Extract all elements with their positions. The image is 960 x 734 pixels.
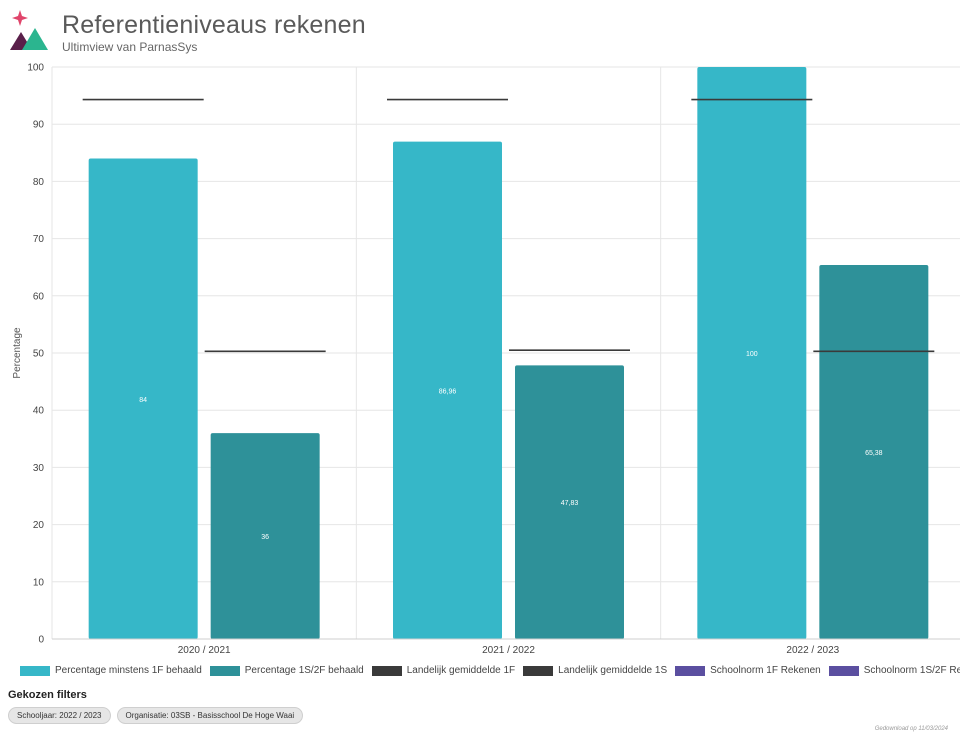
filters-title: Gekozen filters <box>8 689 87 701</box>
filter-chip-schooljaar[interactable]: Schooljaar: 2022 / 2023 <box>8 707 111 724</box>
legend-swatch <box>371 665 402 676</box>
y-tick-label: 90 <box>33 120 45 131</box>
chart-legend: Percentage minstens 1F behaald Percentage… <box>20 665 960 676</box>
bar-data-label: 86,96 <box>439 388 457 395</box>
parnassys-logo-icon <box>10 10 48 50</box>
y-tick-label: 80 <box>33 177 45 188</box>
x-tick-label: 2021 / 2022 <box>482 645 535 656</box>
legend-swatch <box>209 665 240 676</box>
legend-label: Percentage 1S/2F behaald <box>244 665 364 676</box>
y-tick-label: 40 <box>33 406 45 417</box>
y-tick-label: 70 <box>33 234 45 245</box>
page-title: Referentieniveaus rekenen <box>62 11 366 39</box>
y-tick-label: 20 <box>33 520 45 531</box>
bar-data-label: 36 <box>261 534 269 541</box>
legend-swatch <box>20 665 50 676</box>
bar-data-label: 100 <box>746 351 758 358</box>
y-axis-title: Percentage <box>12 327 23 379</box>
legend-item[interactable]: Schoolnorm 1F Rekenen <box>675 665 821 676</box>
chart-data-labels: 84 36 86,96 47,83 100 65,38 <box>139 351 882 541</box>
bar-1f-0 <box>88 158 198 639</box>
x-tick-label: 2022 / 2023 <box>786 645 839 656</box>
bar-chart: 84 36 86,96 47,83 100 65,38 0 10 20 30 40 50 60 70 80… <box>12 63 960 656</box>
legend-label: Schoolnorm 1F Rekenen <box>710 665 821 676</box>
bar-1s2f-0 <box>210 433 320 639</box>
bar-data-label: 84 <box>139 397 147 404</box>
filter-chip-organisatie[interactable]: Organisatie: 03SB - Basisschool De Hoge … <box>116 707 304 724</box>
y-tick-label: 30 <box>33 463 45 474</box>
bar-1s2f-2 <box>819 265 929 639</box>
legend-swatch <box>675 665 706 676</box>
bar-1s2f-1 <box>515 365 624 639</box>
legend-label: Schoolnorm 1S/2F Rekenen <box>863 665 960 676</box>
legend-swatch <box>828 665 859 676</box>
download-note: Gedownload op 11/03/2024 <box>874 726 948 732</box>
legend-label: Landelijk gemiddelde 1F <box>406 665 516 676</box>
legend-item[interactable]: Percentage minstens 1F behaald <box>20 665 202 676</box>
bar-data-label: 65,38 <box>865 450 883 457</box>
legend-item[interactable]: Landelijk gemiddelde 1S <box>523 665 667 676</box>
y-tick-label: 100 <box>27 63 44 74</box>
chart-axes: 0 10 20 30 40 50 60 70 80 90 100 Percentage 2020 / 2… <box>12 63 960 656</box>
page-subtitle: Ultimview van ParnasSys <box>62 40 198 54</box>
bar-data-label: 47,83 <box>561 500 579 507</box>
y-tick-label: 60 <box>33 291 45 302</box>
legend-label: Landelijk gemiddelde 1S <box>558 665 668 676</box>
chart-grid <box>51 66 960 640</box>
legend-item[interactable]: Percentage 1S/2F behaald <box>209 665 364 676</box>
report-header: Referentieniveaus rekenen Ultimview van … <box>8 8 366 56</box>
selected-filters: Gekozen filters Schooljaar: 2022 / 2023 … <box>8 689 309 724</box>
y-tick-label: 10 <box>33 577 45 588</box>
bar-1f-1 <box>393 141 502 639</box>
legend-label: Percentage minstens 1F behaald <box>55 665 202 676</box>
y-tick-label: 0 <box>38 635 44 646</box>
legend-item[interactable]: Schoolnorm 1S/2F Rekenen <box>828 665 960 676</box>
chart-bars <box>88 67 929 639</box>
x-tick-label: 2020 / 2021 <box>178 645 231 656</box>
legend-swatch <box>523 665 554 676</box>
bar-1f-2 <box>697 67 807 639</box>
y-tick-label: 50 <box>33 349 45 360</box>
legend-item[interactable]: Landelijk gemiddelde 1F <box>371 665 516 676</box>
chart-average-lines <box>82 98 935 353</box>
